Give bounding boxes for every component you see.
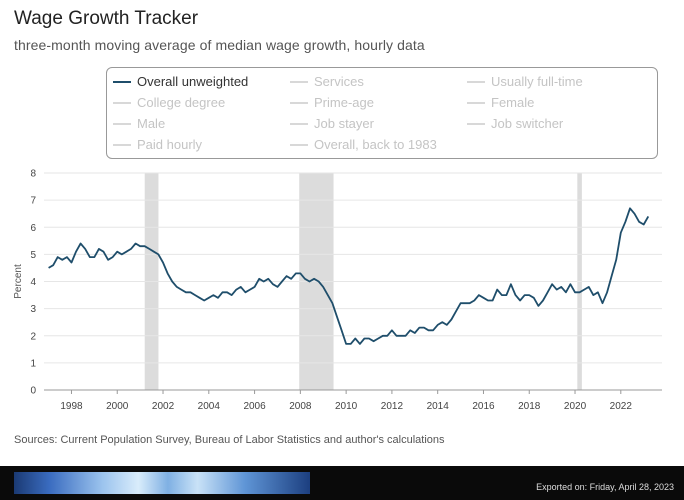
sources-note: Sources: Current Population Survey, Bure…	[14, 434, 445, 446]
legend-item-services[interactable]: Services	[290, 74, 364, 89]
legend-line-swatch	[113, 80, 131, 83]
x-tick-label: 2012	[381, 401, 404, 412]
legend-item-college-degree[interactable]: College degree	[113, 95, 225, 110]
chart-title: Wage Growth Tracker	[14, 8, 199, 29]
x-tick-label: 2002	[152, 401, 175, 412]
x-tick-label: 2016	[472, 401, 495, 412]
legend-item-overall-unweighted[interactable]: Overall unweighted	[113, 74, 248, 89]
export-date: Exported on: Friday, April 28, 2023	[536, 482, 674, 492]
y-tick-label: 2	[30, 331, 36, 342]
x-tick-label: 2000	[106, 401, 129, 412]
legend-label: Overall unweighted	[137, 74, 249, 89]
legend-item-paid-hourly[interactable]: Paid hourly	[113, 137, 202, 152]
x-tick-label: 2020	[564, 401, 587, 412]
legend-line-swatch	[467, 101, 485, 104]
legend-line-swatch	[290, 80, 308, 83]
x-tick-label: 2004	[198, 401, 221, 412]
chart-subtitle: three-month moving average of median wag…	[14, 37, 425, 53]
y-tick-label: 7	[30, 196, 36, 207]
legend-line-swatch	[467, 122, 485, 125]
legend-item-female[interactable]: Female	[467, 95, 534, 110]
legend: Overall unweighted Services Usually full…	[106, 67, 658, 159]
legend-label: Paid hourly	[137, 137, 203, 152]
y-tick-label: 8	[30, 169, 36, 180]
legend-item-overall-back-to-1983[interactable]: Overall, back to 1983	[290, 137, 437, 152]
legend-line-swatch	[113, 101, 131, 104]
legend-label: Usually full-time	[491, 74, 583, 89]
y-tick-label: 6	[30, 223, 36, 234]
legend-label: Job switcher	[491, 116, 564, 131]
legend-line-swatch	[290, 143, 308, 146]
legend-label: Services	[314, 74, 364, 89]
x-tick-label: 2018	[518, 401, 541, 412]
y-axis-label: Percent	[13, 264, 24, 299]
y-tick-label: 0	[30, 386, 36, 397]
legend-line-swatch	[467, 80, 485, 83]
x-tick-label: 2006	[243, 401, 266, 412]
legend-line-swatch	[113, 143, 131, 146]
x-tick-label: 1998	[60, 401, 83, 412]
footer-bar: Exported on: Friday, April 28, 2023	[0, 466, 684, 500]
series-line	[48, 207, 650, 345]
y-tick-label: 5	[30, 250, 36, 261]
legend-item-prime-age[interactable]: Prime-age	[290, 95, 374, 110]
legend-label: Male	[137, 116, 166, 131]
x-tick-label: 2010	[335, 401, 358, 412]
x-tick-label: 2014	[427, 401, 450, 412]
footer-logo-banner	[14, 472, 310, 494]
x-tick-label: 2008	[289, 401, 312, 412]
legend-label: Female	[491, 95, 535, 110]
legend-item-job-switcher[interactable]: Job switcher	[467, 116, 563, 131]
legend-line-swatch	[113, 122, 131, 125]
line-chart: 0 1 2 3 4 5 6 7 8 1998 2000 2002 2004 2006 2008 2010 201…	[13, 169, 662, 412]
x-tick-label: 2022	[610, 401, 633, 412]
legend-label: Prime-age	[314, 95, 374, 110]
legend-line-swatch	[290, 101, 308, 104]
y-tick-label: 1	[30, 358, 36, 369]
legend-label: College degree	[137, 95, 226, 110]
legend-item-male[interactable]: Male	[113, 116, 165, 131]
y-tick-label: 3	[30, 304, 36, 315]
legend-item-usually-full-time[interactable]: Usually full-time	[467, 74, 583, 89]
legend-label: Job stayer	[314, 116, 374, 131]
legend-label: Overall, back to 1983	[314, 137, 437, 152]
legend-item-job-stayer[interactable]: Job stayer	[290, 116, 374, 131]
y-tick-label: 4	[30, 277, 36, 288]
legend-line-swatch	[290, 122, 308, 125]
